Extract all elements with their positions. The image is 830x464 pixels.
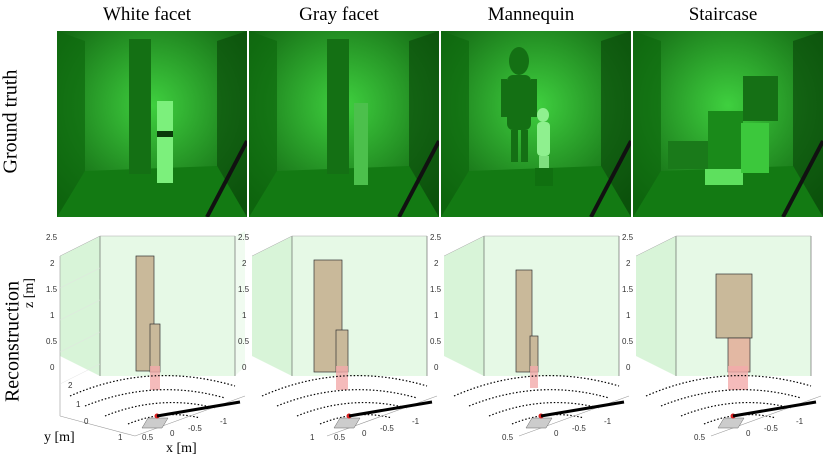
svg-text:2.5: 2.5 bbox=[622, 233, 634, 242]
svg-text:0.5: 0.5 bbox=[238, 337, 250, 346]
column-title-gray-facet: Gray facet bbox=[299, 4, 379, 25]
facet-tall bbox=[135, 255, 155, 372]
svg-text:2: 2 bbox=[242, 259, 247, 268]
svg-text:0: 0 bbox=[746, 429, 751, 438]
svg-text:-0.5: -0.5 bbox=[380, 424, 394, 433]
svg-text:0: 0 bbox=[554, 429, 559, 438]
svg-text:2: 2 bbox=[68, 381, 73, 390]
svg-text:0.5: 0.5 bbox=[502, 433, 514, 442]
svg-text:1: 1 bbox=[242, 311, 247, 320]
z-axis-label: z [m] bbox=[22, 278, 37, 308]
svg-text:1: 1 bbox=[50, 311, 55, 320]
ground-truth-photo-mannequin bbox=[441, 31, 631, 217]
svg-text:0: 0 bbox=[50, 363, 55, 372]
svg-text:0.5: 0.5 bbox=[622, 337, 634, 346]
svg-text:0: 0 bbox=[626, 363, 631, 372]
svg-text:0: 0 bbox=[242, 363, 247, 372]
svg-text:1: 1 bbox=[76, 400, 81, 409]
reconstruction-plot-white-facet: 2.5 2 1.5 1 0.5 0 2 1 0 1 0.5 0 -0.5 -1 bbox=[40, 226, 250, 464]
facet-short bbox=[335, 329, 349, 373]
svg-text:1: 1 bbox=[434, 311, 439, 320]
ground-truth-photo-gray-facet bbox=[249, 31, 439, 217]
svg-text:0: 0 bbox=[170, 429, 175, 438]
svg-text:2: 2 bbox=[50, 259, 55, 268]
row-label-ground-truth: Ground truth bbox=[0, 69, 22, 174]
facet-upper bbox=[715, 273, 753, 339]
svg-text:0.5: 0.5 bbox=[430, 337, 442, 346]
facet-tall bbox=[515, 269, 533, 373]
svg-text:0.5: 0.5 bbox=[142, 433, 154, 442]
svg-text:1.5: 1.5 bbox=[46, 285, 58, 294]
column-title-white-facet: White facet bbox=[102, 4, 192, 25]
reconstruction-plot-mannequin: 2.5 2 1.5 1 0.5 0 0.5 0 -0.5 -1 bbox=[424, 226, 634, 464]
svg-text:0: 0 bbox=[362, 429, 367, 438]
svg-text:1: 1 bbox=[626, 311, 631, 320]
svg-text:1: 1 bbox=[118, 433, 123, 442]
svg-text:2.5: 2.5 bbox=[238, 233, 250, 242]
svg-text:-0.5: -0.5 bbox=[764, 424, 778, 433]
svg-text:1.5: 1.5 bbox=[238, 285, 250, 294]
svg-text:-1: -1 bbox=[604, 417, 612, 426]
svg-text:0.5: 0.5 bbox=[46, 337, 58, 346]
svg-text:1.5: 1.5 bbox=[430, 285, 442, 294]
svg-text:1.5: 1.5 bbox=[622, 285, 634, 294]
reconstruction-plot-gray-facet: 2.5 2 1.5 1 0.5 0 1 0.5 0 -0.5 -1 bbox=[232, 226, 442, 464]
reconstruction-plot-staircase: 2.5 2 1.5 1 0.5 0 0.5 0 -0.5 -1 bbox=[616, 226, 826, 464]
svg-text:0: 0 bbox=[84, 417, 89, 426]
svg-text:-0.5: -0.5 bbox=[188, 424, 202, 433]
svg-text:-1: -1 bbox=[796, 417, 804, 426]
ground-truth-photo-staircase bbox=[633, 31, 823, 217]
svg-text:0.5: 0.5 bbox=[334, 433, 346, 442]
y-axis-label: y [m] bbox=[44, 430, 75, 445]
svg-text:0: 0 bbox=[434, 363, 439, 372]
column-title-mannequin: Mannequin bbox=[487, 4, 575, 25]
svg-text:1: 1 bbox=[310, 433, 315, 442]
svg-text:-1: -1 bbox=[412, 417, 420, 426]
svg-text:-0.5: -0.5 bbox=[572, 424, 586, 433]
ground-truth-photo-white-facet bbox=[57, 31, 247, 217]
x-axis-label: x [m] bbox=[166, 441, 197, 456]
facet-short bbox=[149, 323, 161, 373]
svg-text:2: 2 bbox=[434, 259, 439, 268]
svg-text:0.5: 0.5 bbox=[694, 433, 706, 442]
svg-text:2.5: 2.5 bbox=[46, 233, 58, 242]
svg-text:2.5: 2.5 bbox=[430, 233, 442, 242]
svg-text:-1: -1 bbox=[220, 417, 228, 426]
column-title-staircase: Staircase bbox=[688, 4, 758, 25]
svg-text:2: 2 bbox=[626, 259, 631, 268]
